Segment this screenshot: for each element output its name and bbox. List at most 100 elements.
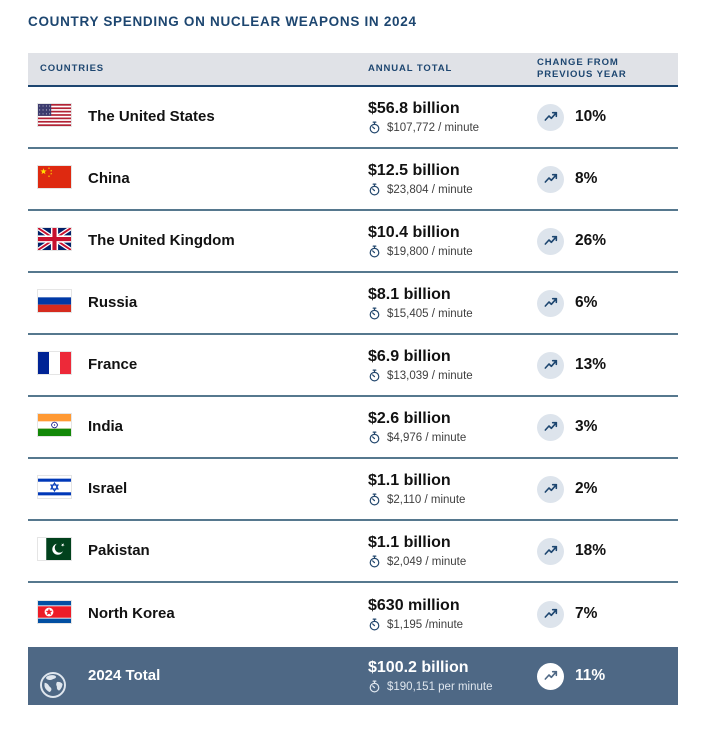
trend-up-icon	[537, 165, 564, 193]
flag-cell	[38, 537, 88, 565]
country-cell: Russia	[88, 294, 368, 312]
change-percent: 3%	[575, 418, 598, 435]
table-row: Russia $8.1 billion $15,405 / minute 6%	[28, 273, 678, 335]
per-minute: $2,110 / minute	[368, 493, 537, 506]
stopwatch-icon	[368, 431, 381, 444]
trend-up-icon	[537, 475, 564, 503]
table-row: The United Kingdom $10.4 billion $19,800…	[28, 211, 678, 273]
per-minute-value: $13,039 / minute	[387, 369, 473, 382]
annual-total-value: $1.1 billion	[368, 534, 451, 551]
annual-cell: $12.5 billion $23,804 / minute	[368, 162, 537, 196]
header-countries: COUNTRIES	[40, 62, 105, 74]
stopwatch-icon	[368, 680, 381, 693]
stopwatch-icon	[368, 618, 381, 631]
table-row: France $6.9 billion $13,039 / minute 13%	[28, 335, 678, 397]
flag-cell	[38, 351, 88, 379]
change-cell: 13%	[537, 351, 678, 379]
stopwatch-icon	[368, 121, 381, 134]
stopwatch-icon	[368, 555, 381, 568]
change-cell: 8%	[537, 165, 678, 193]
change-cell: 3%	[537, 413, 678, 441]
table-row: Israel $1.1 billion $2,110 / minute 2%	[28, 459, 678, 521]
annual-total-value: $630 million	[368, 597, 460, 614]
country-name: Russia	[88, 294, 138, 311]
country-cell: India	[88, 418, 368, 436]
per-minute: $23,804 / minute	[368, 183, 537, 196]
uk-flag-icon	[38, 227, 71, 250]
annual-total-value: $1.1 billion	[368, 472, 451, 489]
country-cell: The United Kingdom	[88, 232, 368, 250]
annual-cell: $1.1 billion $2,110 / minute	[368, 472, 537, 506]
change-percent: 8%	[575, 170, 598, 187]
country-cell: China	[88, 170, 368, 188]
per-minute-value: $1,195 /minute	[387, 618, 464, 631]
annual-total-value: $2.6 billion	[368, 410, 451, 427]
flag-cell	[38, 413, 88, 441]
per-minute: $107,772 / minute	[368, 121, 537, 134]
per-minute-value: $23,804 / minute	[387, 183, 473, 196]
total-per-minute-value: $190,151 per minute	[387, 680, 493, 693]
flag-cell	[38, 103, 88, 131]
page-title: COUNTRY SPENDING ON NUCLEAR WEAPONS IN 2…	[28, 14, 417, 29]
table-body: The United States $56.8 billion $107,772…	[28, 87, 678, 645]
change-percent: 18%	[575, 542, 607, 559]
per-minute: $4,976 / minute	[368, 431, 537, 444]
per-minute-value: $107,772 / minute	[387, 121, 480, 134]
per-minute-value: $4,976 / minute	[387, 431, 467, 444]
country-name: France	[88, 356, 138, 373]
change-cell: 18%	[537, 537, 678, 565]
annual-total-value: $56.8 billion	[368, 100, 460, 117]
israel-flag-icon	[38, 475, 71, 498]
country-name: China	[88, 170, 130, 187]
annual-cell: $2.6 billion $4,976 / minute	[368, 410, 537, 444]
trend-up-icon	[537, 103, 564, 131]
change-percent: 26%	[575, 232, 607, 249]
country-name: Pakistan	[88, 542, 150, 559]
change-percent: 10%	[575, 108, 607, 125]
country-cell: The United States	[88, 108, 368, 126]
infographic-page: COUNTRY SPENDING ON NUCLEAR WEAPONS IN 2…	[28, 14, 678, 705]
us-flag-icon	[38, 103, 71, 126]
stopwatch-icon	[368, 245, 381, 258]
stopwatch-icon	[368, 183, 381, 196]
stopwatch-icon	[368, 369, 381, 382]
annual-total-value: $10.4 billion	[368, 224, 460, 241]
change-cell: 6%	[537, 289, 678, 317]
country-name: India	[88, 418, 124, 435]
table-row: The United States $56.8 billion $107,772…	[28, 87, 678, 149]
annual-cell: $1.1 billion $2,049 / minute	[368, 534, 537, 568]
trend-up-icon	[537, 537, 564, 565]
annual-cell: $8.1 billion $15,405 / minute	[368, 286, 537, 320]
per-minute: $19,800 / minute	[368, 245, 537, 258]
country-name: North Korea	[88, 605, 175, 622]
change-percent: 6%	[575, 294, 598, 311]
total-annual-cell: $100.2 billion $190,151 per minute	[368, 659, 537, 693]
table-row: Pakistan $1.1 billion $2,049 / minute 18…	[28, 521, 678, 583]
stopwatch-icon	[368, 307, 381, 320]
change-percent: 13%	[575, 356, 607, 373]
header-change: CHANGE FROM PREVIOUS YEAR	[537, 56, 627, 80]
total-icon-cell	[38, 652, 88, 700]
total-label-cell: 2024 Total	[88, 667, 368, 685]
per-minute-value: $2,049 / minute	[387, 555, 467, 568]
per-minute-value: $15,405 / minute	[387, 307, 473, 320]
annual-total-value: $6.9 billion	[368, 348, 451, 365]
annual-cell: $56.8 billion $107,772 / minute	[368, 100, 537, 134]
trend-up-icon	[537, 413, 564, 441]
globe-icon	[38, 670, 88, 700]
trend-up-icon	[537, 351, 564, 379]
total-annual-value: $100.2 billion	[368, 659, 469, 676]
change-cell: 26%	[537, 227, 678, 255]
header-annual-total: ANNUAL TOTAL	[368, 62, 453, 74]
change-cell: 7%	[537, 600, 678, 628]
per-minute: $13,039 / minute	[368, 369, 537, 382]
per-minute: $1,195 /minute	[368, 618, 537, 631]
pakistan-flag-icon	[38, 537, 71, 560]
total-per-minute: $190,151 per minute	[368, 680, 537, 693]
per-minute: $2,049 / minute	[368, 555, 537, 568]
flag-cell	[38, 227, 88, 255]
flag-cell	[38, 289, 88, 317]
country-name: Israel	[88, 480, 128, 497]
total-change-cell: 11%	[537, 662, 678, 690]
annual-cell: $10.4 billion $19,800 / minute	[368, 224, 537, 258]
